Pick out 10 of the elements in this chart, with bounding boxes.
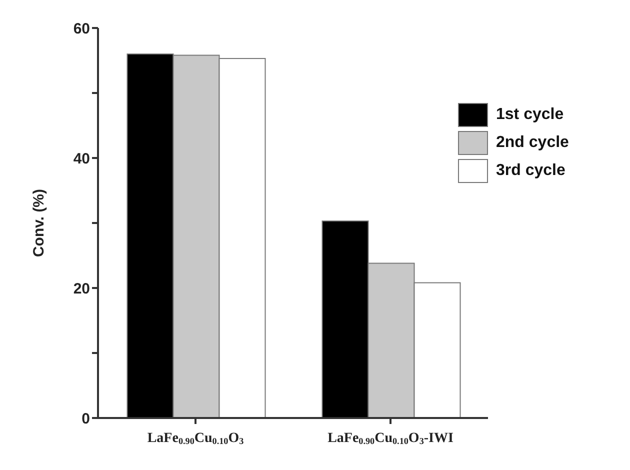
y-tick-label: 20 [73, 280, 90, 298]
y-tick-label: 60 [73, 20, 90, 38]
legend-label: 3rd cycle [496, 162, 566, 180]
x-tick-label: LaFe$_{0.90}$Cu$_{0.10}$O$_{3}$ [147, 431, 244, 446]
y-tick-label: 40 [73, 150, 90, 168]
x-tick-label: LaFe$_{0.90}$Cu$_{0.10}$O$_{3}$-IWI [328, 431, 454, 446]
y-tick-label: 0 [82, 410, 90, 428]
legend-label: 1st cycle [496, 106, 564, 124]
legend-label: 2nd cycle [496, 134, 569, 152]
y-axis-title: Conv. (%) [30, 188, 48, 258]
